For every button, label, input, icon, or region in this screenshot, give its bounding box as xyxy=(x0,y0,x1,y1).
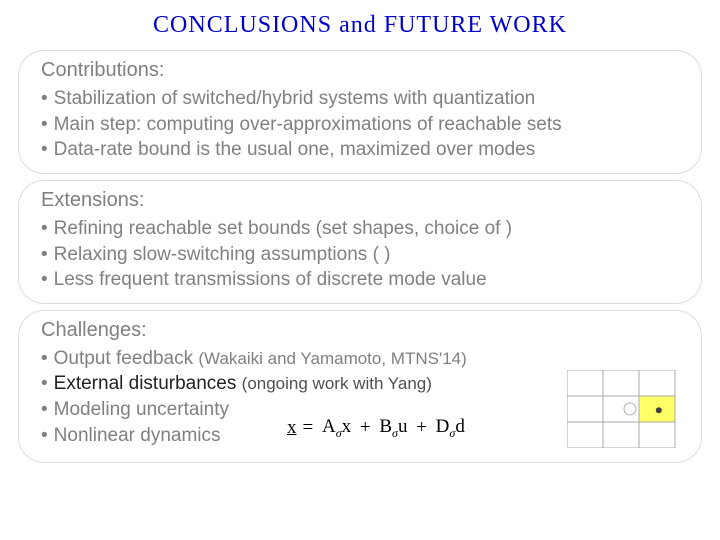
bullet-text: Output feedback (Wakaiki and Yamamoto, M… xyxy=(54,346,467,372)
challenges-heading: Challenges: xyxy=(41,319,679,342)
bullet-icon: • xyxy=(41,423,48,449)
bullet-text: Main step: computing over-approximations… xyxy=(54,112,562,138)
bullet-icon: • xyxy=(41,397,48,423)
list-item: •Data-rate bound is the usual one, maxim… xyxy=(41,137,679,163)
bullet-icon: • xyxy=(41,216,48,242)
contributions-heading: Contributions: xyxy=(41,59,679,82)
eq-term: Bσu xyxy=(379,416,407,441)
extensions-heading: Extensions: xyxy=(41,189,679,212)
list-item: •Stabilization of switched/hybrid system… xyxy=(41,86,679,112)
equation: x = Aσx + Bσu + Dσd xyxy=(287,416,465,441)
bullet-text: Refining reachable set bounds (set shape… xyxy=(54,216,512,242)
bullet-icon: • xyxy=(41,137,48,163)
contributions-box: Contributions: •Stabilization of switche… xyxy=(18,50,702,174)
eq-plus: + xyxy=(360,417,371,439)
bullet-text: External disturbances (ongoing work with… xyxy=(54,371,432,397)
mini-grid-diagram xyxy=(567,370,677,448)
eq-lhs: x xyxy=(287,417,297,439)
bullet-text: Modeling uncertainty xyxy=(54,397,229,423)
bullet-icon: • xyxy=(41,242,48,268)
list-item: •Refining reachable set bounds (set shap… xyxy=(41,216,679,242)
challenges-box: Challenges: •Output feedback (Wakaiki an… xyxy=(18,310,702,464)
list-item: •Less frequent transmissions of discrete… xyxy=(41,267,679,293)
bullet-icon: • xyxy=(41,371,48,397)
eq-term: Dσd xyxy=(436,416,465,441)
bullet-text: Data-rate bound is the usual one, maximi… xyxy=(54,137,536,163)
list-item: •Output feedback (Wakaiki and Yamamoto, … xyxy=(41,346,679,372)
bullet-text: Less frequent transmissions of discrete … xyxy=(54,267,487,293)
bullet-icon: • xyxy=(41,346,48,372)
bullet-text: Relaxing slow-switching assumptions ( ) xyxy=(54,242,391,268)
bullet-icon: • xyxy=(41,112,48,138)
list-item: •Relaxing slow-switching assumptions ( ) xyxy=(41,242,679,268)
eq-equals: = xyxy=(303,417,314,439)
extensions-box: Extensions: •Refining reachable set boun… xyxy=(18,180,702,304)
bullet-icon: • xyxy=(41,86,48,112)
page-title: CONCLUSIONS and FUTURE WORK xyxy=(0,0,720,47)
eq-term: Aσx xyxy=(322,416,351,441)
bullet-text: Nonlinear dynamics xyxy=(54,423,221,449)
list-item: •Main step: computing over-approximation… xyxy=(41,112,679,138)
bullet-icon: • xyxy=(41,267,48,293)
eq-plus: + xyxy=(416,417,427,439)
bullet-text: Stabilization of switched/hybrid systems… xyxy=(54,86,536,112)
